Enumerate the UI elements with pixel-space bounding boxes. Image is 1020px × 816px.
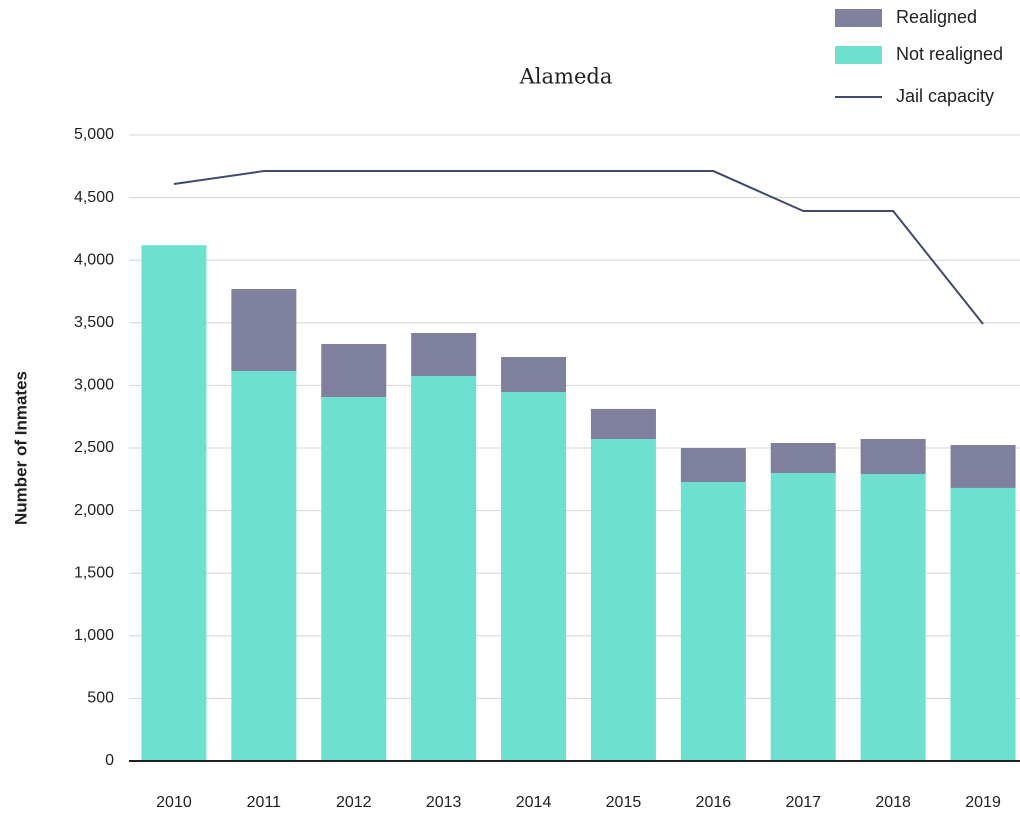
chart-title: Alameda xyxy=(519,65,613,89)
legend-swatch xyxy=(835,46,882,64)
bar-segment xyxy=(680,448,746,483)
bar-segment xyxy=(231,371,297,761)
y-tick-label: 2,500 xyxy=(74,439,114,456)
y-tick-label: 4,500 xyxy=(74,189,114,206)
legend-label: Realigned xyxy=(896,7,977,27)
bar-segment xyxy=(770,442,836,474)
x-tick-label: 2013 xyxy=(426,794,462,811)
x-tick-label: 2019 xyxy=(965,794,1001,811)
y-tick-label: 4,000 xyxy=(74,251,114,268)
x-tick-label: 2012 xyxy=(336,794,372,811)
bar-segment xyxy=(411,332,477,377)
x-tick-label: 2010 xyxy=(156,794,192,811)
bar-segment xyxy=(950,444,1016,488)
y-tick-label: 3,500 xyxy=(74,314,114,331)
x-tick-label: 2018 xyxy=(875,794,911,811)
x-tick-label: 2014 xyxy=(516,794,552,811)
bar-segment xyxy=(860,438,926,475)
bar-segment xyxy=(590,408,656,439)
bar-segment xyxy=(501,392,567,761)
bar-segment xyxy=(950,487,1016,761)
y-axis-label: Number of Inmates xyxy=(11,371,30,525)
y-tick-label: 0 xyxy=(105,752,114,769)
x-tick-label: 2015 xyxy=(606,794,642,811)
bar-segment xyxy=(411,376,477,761)
bar-segment xyxy=(770,473,836,761)
legend: Realigned Not realigned Jail capacity xyxy=(835,7,1003,106)
y-tick-label: 3,000 xyxy=(74,377,114,394)
bar-segment xyxy=(141,245,207,761)
y-tick-label: 5,000 xyxy=(74,126,114,143)
bar-segment xyxy=(231,288,297,372)
y-tick-label: 2,000 xyxy=(74,502,114,519)
bar-segment xyxy=(590,438,656,761)
line xyxy=(173,170,984,325)
bar-segment xyxy=(680,482,746,761)
y-tick-label: 500 xyxy=(87,690,114,707)
x-tick-label: 2011 xyxy=(247,794,282,811)
x-tick-label: 2017 xyxy=(785,794,821,811)
x-tick-label: 2016 xyxy=(696,794,732,811)
legend-label: Not realigned xyxy=(896,44,1003,64)
bar-segment xyxy=(321,397,387,761)
legend-label: Jail capacity xyxy=(896,86,994,106)
bar-segment xyxy=(501,356,567,393)
bar-segment xyxy=(321,343,387,398)
y-tick-label: 1,000 xyxy=(74,627,114,644)
bar-segment xyxy=(860,474,926,761)
legend-swatch xyxy=(835,9,882,27)
y-tick-label: 1,500 xyxy=(74,564,114,581)
